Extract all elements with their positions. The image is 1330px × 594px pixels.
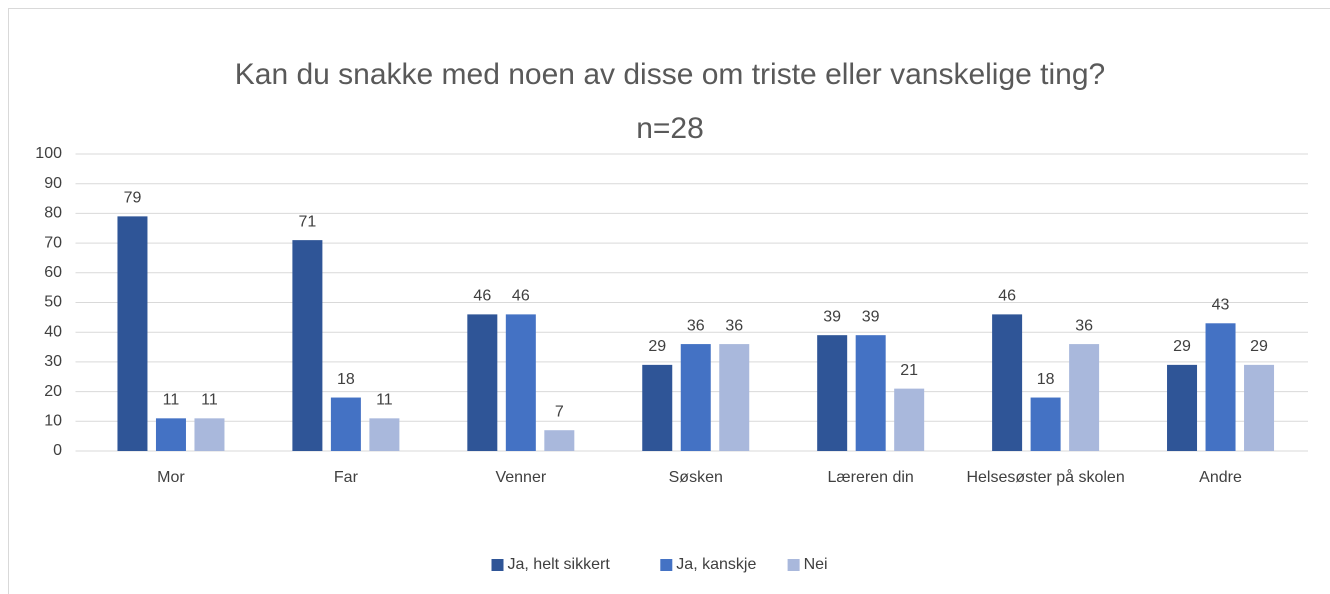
y-tick-label: 40 <box>44 323 62 340</box>
x-tick-label: Læreren din <box>827 469 914 486</box>
bar <box>194 418 225 451</box>
chart-subtitle: n=28 <box>636 112 704 145</box>
data-label: 18 <box>337 371 355 388</box>
data-label: 29 <box>1173 338 1191 355</box>
data-label: 71 <box>298 213 316 230</box>
y-tick-label: 10 <box>44 413 62 430</box>
legend-swatch <box>787 559 800 571</box>
x-tick-label-box: Far <box>333 469 358 486</box>
data-label: 11 <box>201 392 218 409</box>
data-label: 36 <box>725 317 743 334</box>
legend-swatch <box>491 559 504 571</box>
data-label: 29 <box>1250 338 1268 355</box>
data-label: 46 <box>998 288 1016 305</box>
chart-title: Kan du snakke med noen av disse om trist… <box>235 58 1105 91</box>
data-label: 11 <box>376 392 393 409</box>
bar <box>1205 323 1236 451</box>
x-tick-label-box: Læreren din <box>827 469 914 486</box>
bar <box>817 335 848 451</box>
data-label: 18 <box>1037 371 1055 388</box>
legend-label: Ja, helt sikkert <box>508 556 611 573</box>
bar <box>992 314 1023 451</box>
bar <box>155 418 186 451</box>
data-label: 79 <box>124 190 142 207</box>
x-tick-label-box: Venner <box>495 469 547 486</box>
data-label: 21 <box>900 362 918 379</box>
bar <box>1069 344 1100 451</box>
bar <box>719 344 750 451</box>
y-tick-label: 100 <box>35 145 62 162</box>
bar <box>467 314 498 451</box>
legend-label: Nei <box>804 556 828 573</box>
x-tick-label-box: Helsesøster på skolen <box>966 469 1125 486</box>
bar <box>1030 397 1061 451</box>
data-label: 36 <box>687 317 705 334</box>
x-tick-label: Andre <box>1199 469 1242 486</box>
bar <box>505 314 536 451</box>
legend-label: Ja, kanskje <box>676 556 756 573</box>
bar <box>855 335 886 451</box>
legend-swatch <box>660 559 673 571</box>
x-tick-label-box: Mor <box>157 469 185 486</box>
y-tick-label: 0 <box>53 442 62 459</box>
data-label: 39 <box>862 308 880 325</box>
data-label: 29 <box>648 338 666 355</box>
y-tick-label: 80 <box>44 205 62 222</box>
y-tick-label: 60 <box>44 264 62 281</box>
y-tick-label: 20 <box>44 383 62 400</box>
data-label: 36 <box>1075 317 1093 334</box>
bar <box>292 240 323 451</box>
bar <box>642 364 673 451</box>
data-label: 11 <box>163 392 180 409</box>
bar <box>330 397 361 451</box>
bar <box>544 430 575 451</box>
x-tick-label: Søsken <box>668 469 723 486</box>
bar <box>1167 364 1198 451</box>
data-label: 7 <box>555 403 564 420</box>
bar <box>1244 364 1275 451</box>
x-tick-label: Venner <box>495 469 547 486</box>
data-label: 39 <box>823 308 841 325</box>
x-tick-label-box: Andre <box>1199 469 1242 486</box>
data-label: 46 <box>512 288 530 305</box>
data-label: 46 <box>473 288 491 305</box>
y-tick-label: 70 <box>44 234 62 251</box>
x-tick-label-box: Søsken <box>668 469 723 486</box>
y-tick-label: 30 <box>44 353 62 370</box>
x-tick-label: Mor <box>157 469 185 486</box>
bar <box>894 388 925 451</box>
bar <box>680 344 711 451</box>
data-label: 43 <box>1212 297 1230 314</box>
bar <box>117 216 148 451</box>
x-tick-label: Helsesøster på skolen <box>966 469 1125 486</box>
x-tick-label: Far <box>333 469 358 486</box>
bar <box>369 418 400 451</box>
chart-border <box>8 8 1330 594</box>
y-tick-label: 90 <box>44 175 62 192</box>
y-tick-label: 50 <box>44 294 62 311</box>
